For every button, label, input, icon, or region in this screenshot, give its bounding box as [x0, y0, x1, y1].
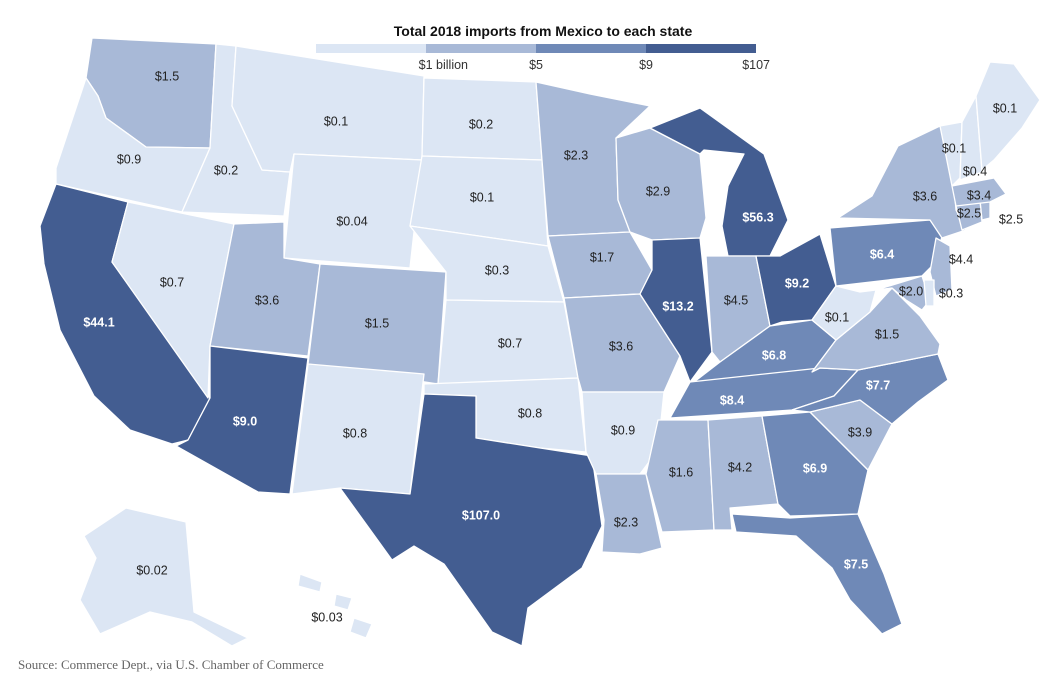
- state-NJ: [929, 237, 953, 297]
- label-KY: $6.8: [762, 348, 786, 362]
- label-TX: $107.0: [462, 508, 500, 522]
- state-FL: [731, 513, 903, 635]
- legend: Total 2018 imports from Mexico to each s…: [316, 23, 770, 72]
- label-SC: $3.9: [848, 425, 872, 439]
- label-NC: $7.7: [866, 378, 890, 392]
- label-IA: $1.7: [590, 250, 614, 264]
- label-NJ: $4.4: [949, 252, 973, 266]
- legend-swatch-c3: [536, 44, 646, 53]
- state-NH: [959, 95, 983, 181]
- label-MI: $56.3: [742, 210, 773, 224]
- legend-swatch-c4: [646, 44, 756, 53]
- label-MD: $2.0: [899, 284, 923, 298]
- states-layer: [39, 37, 1041, 647]
- legend-swatch-c2: [426, 44, 536, 53]
- legend-tick-4: $107: [742, 58, 770, 72]
- label-AL: $4.2: [728, 460, 752, 474]
- label-MN: $2.3: [564, 148, 588, 162]
- map-title: Total 2018 imports from Mexico to each s…: [394, 23, 693, 39]
- label-CT: $2.5: [957, 206, 981, 220]
- state-AZ: [175, 345, 309, 495]
- label-ME: $0.1: [993, 101, 1017, 115]
- label-DE: $0.3: [939, 286, 963, 300]
- state-MS: [645, 419, 715, 533]
- label-WY: $0.04: [336, 214, 367, 228]
- label-UT: $3.6: [255, 293, 279, 307]
- legend-swatch-c1: [316, 44, 426, 53]
- label-OK: $0.8: [518, 406, 542, 420]
- value-labels: $1.5 $0.9 $44.1 $0.2 $0.7 $0.1 $0.04 $3.…: [83, 69, 1023, 624]
- label-PA: $6.4: [870, 247, 894, 261]
- legend-tick-3: $9: [639, 58, 653, 72]
- label-MA: $3.4: [967, 188, 991, 202]
- label-MS: $1.6: [669, 465, 693, 479]
- state-IL: [639, 237, 713, 383]
- label-FL: $7.5: [844, 557, 868, 571]
- label-ND: $0.2: [469, 117, 493, 131]
- state-MD: [875, 275, 931, 311]
- label-NM: $0.8: [343, 426, 367, 440]
- label-HI: $0.03: [311, 610, 342, 624]
- label-MO: $3.6: [609, 339, 633, 353]
- state-HI: [297, 573, 373, 639]
- label-NV: $0.7: [160, 275, 184, 289]
- state-IA: [547, 231, 653, 299]
- label-AR: $0.9: [611, 423, 635, 437]
- label-WI: $2.9: [646, 184, 670, 198]
- label-SD: $0.1: [470, 190, 494, 204]
- label-GA: $6.9: [803, 461, 827, 475]
- state-NV: [111, 201, 235, 399]
- label-RI: $2.5: [999, 212, 1023, 226]
- label-VT: $0.1: [942, 141, 966, 155]
- state-MA: [951, 177, 1007, 207]
- label-IL: $13.2: [662, 299, 693, 313]
- label-AK: $0.02: [136, 563, 167, 577]
- state-MT: [231, 45, 425, 173]
- label-AZ: $9.0: [233, 414, 257, 428]
- label-LA: $2.3: [614, 515, 638, 529]
- state-TX: [339, 393, 603, 647]
- label-NH: $0.4: [963, 164, 987, 178]
- label-VA: $1.5: [875, 327, 899, 341]
- label-OH: $9.2: [785, 276, 809, 290]
- state-MI: [649, 107, 789, 257]
- label-CO: $1.5: [365, 316, 389, 330]
- label-NY: $3.6: [913, 189, 937, 203]
- label-OR: $0.9: [117, 152, 141, 166]
- label-MT: $0.1: [324, 114, 348, 128]
- legend-tick-2: $5: [529, 58, 543, 72]
- state-ME: [975, 61, 1041, 171]
- state-WY: [283, 153, 423, 269]
- source-note: Source: Commerce Dept., via U.S. Chamber…: [18, 657, 324, 672]
- legend-tick-1: $1 billion: [419, 58, 468, 72]
- label-IN: $4.5: [724, 293, 748, 307]
- label-NE: $0.3: [485, 263, 509, 277]
- state-AK: [79, 507, 249, 647]
- label-TN: $8.4: [720, 393, 744, 407]
- label-CA: $44.1: [83, 315, 114, 329]
- label-KS: $0.7: [498, 336, 522, 350]
- label-WV: $0.1: [825, 310, 849, 324]
- label-ID: $0.2: [214, 163, 238, 177]
- label-WA: $1.5: [155, 69, 179, 83]
- state-DE: [923, 279, 935, 307]
- state-NC: [791, 353, 949, 425]
